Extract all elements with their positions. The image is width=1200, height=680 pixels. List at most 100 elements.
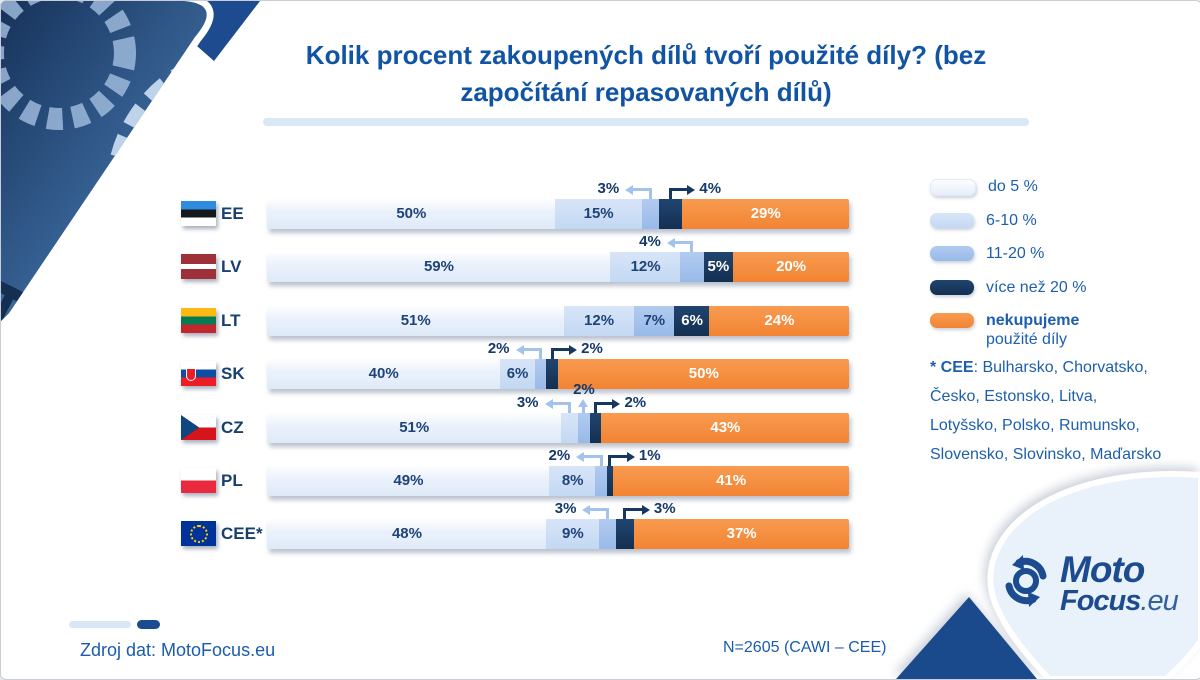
bar-value-label: 49% [393,472,424,489]
chart-row-eu: CEE* 48% 9% 37% 3% 3% [1,501,1200,549]
bar-segment: 50% [558,359,849,389]
callout-arrow [690,241,694,252]
bar-segment: 7% [633,306,675,336]
bar-segment: 51% [267,306,565,336]
callout-value-label: 1% [638,447,661,464]
callout-arrow [670,188,688,191]
callout-arrow [623,508,627,519]
bar-segment: 49% [267,466,550,496]
lt-flag-icon [181,308,216,333]
lv-flag-icon [181,254,216,279]
country-label: CZ [221,418,244,437]
bar-value-label: 50% [688,365,719,382]
stacked-bar: 59% 12% 5% 20% 4% [267,234,849,282]
callout-arrowhead [612,398,621,409]
logo-blob [987,471,1200,679]
callout-arrow [539,348,543,359]
bar-value-label: 7% [643,312,666,329]
chart-row-lt: LT 51% 12% 7% 6% 24% [1,306,1200,336]
callout-value-label: 3% [597,180,620,197]
callout-arrow [633,188,651,191]
logo-suffix-eu: .eu [1140,585,1178,617]
bar-segment [595,466,608,496]
chart-row-pl: PL 49% 8% 41% 2% 1% [1,448,1200,496]
callout-value-label: 2% [548,447,571,464]
stacked-bar: 51% 12% 7% 6% 24% [267,306,849,336]
callout-arrow [608,455,612,466]
bar-segment: 29% [681,199,849,229]
callout-value-label: 3% [554,500,577,517]
bar-segment [641,199,660,229]
bar-segment: 9% [546,519,600,549]
bar-segment [578,413,591,443]
stacked-bar-segments: 59% 12% 5% 20% [267,252,849,282]
bar-segment: 24% [709,306,849,336]
bar-segment [680,252,705,282]
country-label: LV [221,257,242,276]
cee-footnote-bold: * CEE [930,359,974,376]
bar-value-label: 6% [681,312,703,329]
stacked-bar-segments: 48% 9% 37% [267,519,849,549]
callout-arrow [595,402,613,405]
bar-segment: 6% [499,359,536,389]
callout-arrowhead [515,344,524,355]
stacked-bar: 50% 15% 29% 3% 4% [267,181,849,229]
chart-row-lv: LV 59% 12% 5% 20% 4% [1,234,1200,282]
stacked-bar: 51% 43% 3% 2% 2% [267,382,849,443]
callout-arrow [593,402,597,413]
bar-value-label: 48% [391,525,422,542]
footer-deco-navy-dash [137,620,160,629]
title-line1: Kolik procent zakoupených dílů tvoří pou… [305,40,987,70]
corner-decoration [896,471,1200,679]
bar-segment: 41% [612,466,849,496]
stacked-bar: 48% 9% 37% 3% 3% [267,501,849,549]
logo-word-focus: Focus.eu [1060,585,1179,617]
callout-arrowhead [626,451,635,462]
chart-row-cz: CZ 51% 43% 3% 2% 2% [1,382,1200,443]
legend-item-3: více než 20 % [930,278,1087,297]
title-line2: započítání repasovaných dílů) [460,77,832,107]
bar-segment: 15% [555,199,643,229]
callout-value-label: 2% [573,381,595,398]
callout-arrowhead [625,184,634,195]
bar-segment: 8% [549,466,597,496]
bar-value-label: 12% [584,312,615,329]
stacked-bar-segments: 49% 8% 41% [267,466,849,496]
ee-flag-icon [181,201,216,226]
pl-flag-icon [181,468,216,493]
bar-segment: 40% [267,359,501,389]
bar-segment: 43% [601,413,849,443]
callout-arrow [605,508,609,519]
callout-arrow [599,455,603,466]
country-label: SK [221,364,245,383]
stacked-bar-segments: 51% 12% 7% 6% 24% [267,306,849,336]
callout-arrow [609,455,627,458]
eu-flag-icon [181,521,216,546]
bar-value-label: 51% [399,419,430,436]
bar-segment: 50% [267,199,556,229]
bar-segment: 12% [563,306,635,336]
callout-arrow [584,455,602,458]
bar-value-label: 6% [506,365,529,382]
callout-value-label: 4% [639,233,661,250]
callout-arrow [674,241,692,244]
legend-label: 6-10 % [986,211,1037,229]
bar-value-label: 12% [630,258,661,275]
cee-footnote-text: : Bulharsko, Chorvatsko, Česko, Estonsko… [930,359,1162,463]
legend-label-bold: nekupujeme [986,312,1080,329]
callout-arrow [568,402,572,413]
logo-text: Moto Focus.eu [1060,551,1179,617]
callout-arrow [590,508,608,511]
bar-segment [534,359,547,389]
callout-arrow [668,188,672,199]
bar-segment: 59% [267,252,611,282]
callout-arrow [582,406,586,413]
page-title: Kolik procent zakoupených dílů tvoří pou… [241,37,1051,111]
bar-value-label: 41% [716,472,747,489]
chart-row-sk: SK 40% 6% 50% 2% 2% [1,341,1200,389]
stacked-bar-segments: 50% 15% 29% [267,199,849,229]
callout-value-label: 2% [581,340,603,357]
bar-segment [606,466,614,496]
legend-swatch [930,246,974,261]
bar-value-label: 24% [764,312,795,329]
